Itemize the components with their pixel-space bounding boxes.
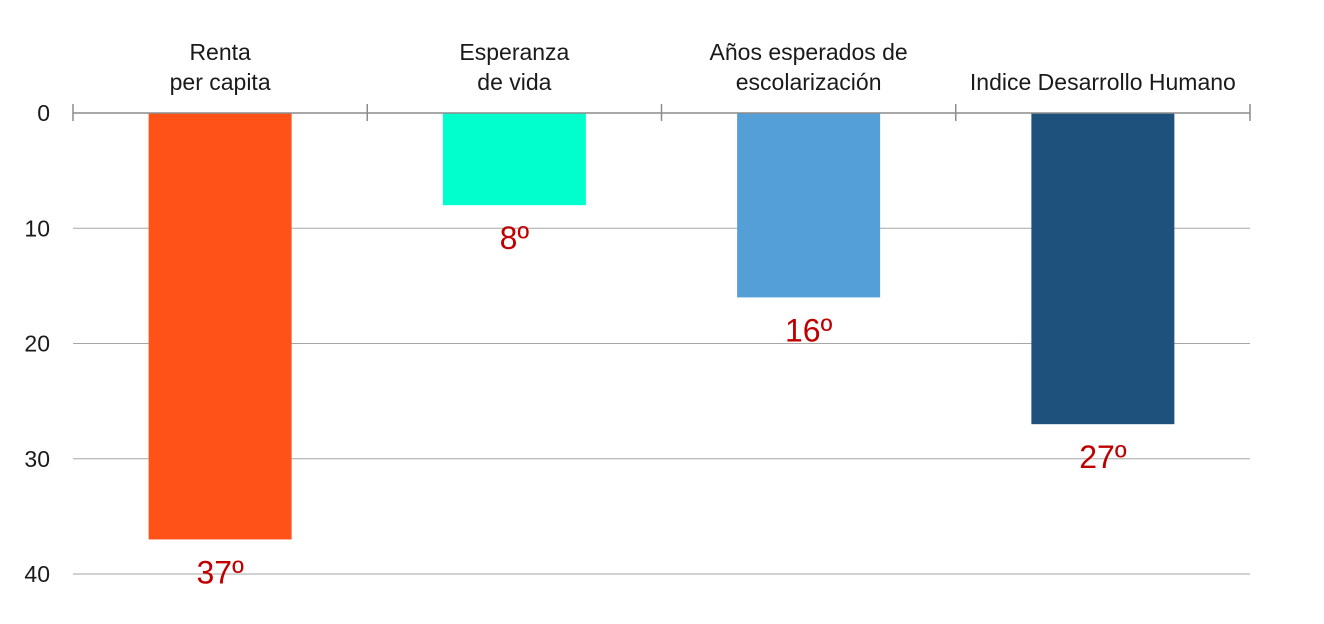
category-label-3-line-0: Indice Desarrollo Humano bbox=[970, 69, 1236, 95]
category-label-0-line-1: per capita bbox=[170, 69, 271, 95]
y-tick-label-10: 10 bbox=[24, 215, 50, 241]
category-label-2-line-0: Años esperados de bbox=[710, 39, 908, 65]
y-tick-label-30: 30 bbox=[24, 446, 50, 472]
category-label-1-line-0: Esperanza bbox=[459, 39, 569, 65]
bar-2 bbox=[737, 113, 881, 298]
category-axis bbox=[72, 104, 1251, 121]
data-labels: 37º 8º 16º 27º bbox=[196, 220, 1126, 590]
bar-1 bbox=[442, 113, 586, 206]
data-label-2: 16º bbox=[785, 312, 833, 348]
category-label-2-line-1: escolarización bbox=[736, 69, 882, 95]
bar-3 bbox=[1031, 113, 1175, 425]
data-label-0: 37º bbox=[196, 554, 244, 590]
y-tick-label-20: 20 bbox=[24, 331, 50, 357]
category-label-1-line-1: de vida bbox=[477, 69, 551, 95]
category-label-0-line-0: Renta bbox=[189, 39, 251, 65]
category-labels: Renta per capita Esperanza de vida Años espe… bbox=[170, 39, 1236, 95]
bars bbox=[148, 113, 1175, 540]
y-tick-label-0: 0 bbox=[37, 100, 50, 126]
data-label-3: 27º bbox=[1079, 439, 1127, 475]
y-tick-label-40: 40 bbox=[24, 561, 50, 587]
y-tick-labels: 0 10 20 30 40 bbox=[24, 100, 50, 587]
bar-0 bbox=[148, 113, 292, 540]
data-label-1: 8º bbox=[500, 220, 530, 256]
